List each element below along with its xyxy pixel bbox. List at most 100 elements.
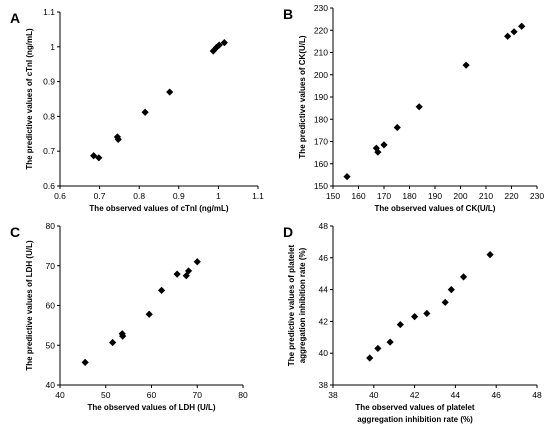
- x-tick-label: 160: [351, 191, 365, 201]
- x-axis-label: The observed values of platelet: [355, 403, 474, 412]
- y-tick-label: 40: [319, 348, 329, 358]
- y-axis-label: aggregation inhibition rate (%): [298, 247, 307, 363]
- data-point: [193, 258, 201, 266]
- x-axis-label: The observed values of cTnI (ng/mL): [89, 204, 228, 213]
- data-point: [95, 154, 103, 162]
- y-tick-label: 150: [314, 181, 328, 191]
- x-tick-label: 60: [147, 390, 157, 400]
- y-axis-label: The predictive values of LDH (U/L): [25, 240, 34, 371]
- data-point: [411, 313, 419, 321]
- y-tick-label: 44: [319, 285, 329, 295]
- data-point: [220, 39, 228, 47]
- data-point: [173, 270, 181, 278]
- y-tick-label: 0.6: [43, 181, 55, 191]
- data-point: [114, 135, 122, 143]
- data-point: [386, 338, 394, 346]
- x-tick-label: 50: [101, 390, 111, 400]
- data-point: [415, 103, 423, 111]
- y-tick-label: 180: [314, 114, 328, 124]
- panel-a: A 0.6 0.7 0.8 0.9 1 1.1 0.6 0.7 0.8 0.9 1 1.1 The obs…: [10, 7, 264, 213]
- y-tick-label: 0.9: [43, 77, 55, 87]
- x-tick-label: 46: [491, 390, 501, 400]
- data-point: [504, 32, 512, 40]
- data-point: [166, 88, 174, 96]
- x-tick-label: 0.6: [54, 191, 66, 201]
- y-tick-label: 60: [46, 301, 56, 311]
- x-axis-label: The observed values of LDH (U/L): [87, 403, 215, 412]
- panel-letter: B: [283, 6, 293, 22]
- data-point: [145, 310, 153, 318]
- y-tick-label: 0.8: [43, 111, 55, 121]
- y-tick-label: 1.1: [43, 7, 55, 17]
- data-point: [81, 358, 89, 366]
- x-tick-label: 220: [504, 191, 518, 201]
- x-tick-label: 1.1: [252, 191, 264, 201]
- panel-letter: D: [283, 224, 293, 240]
- data-point: [141, 108, 149, 116]
- data-point: [423, 309, 431, 318]
- y-tick-label: 200: [314, 70, 328, 80]
- x-tick-label: 38: [328, 390, 338, 400]
- x-axis-label: aggregation inhibition rate (%): [357, 415, 473, 424]
- panel-letter: A: [10, 10, 20, 26]
- y-tick-label: 190: [314, 92, 328, 102]
- data-point: [518, 22, 526, 30]
- x-tick-label: 170: [377, 191, 391, 201]
- panel-letter: C: [10, 224, 20, 240]
- data-point: [372, 144, 380, 152]
- x-tick-label: 0.7: [94, 191, 106, 201]
- data-point: [374, 344, 382, 353]
- data-point: [119, 332, 127, 340]
- x-tick-label: 190: [428, 191, 442, 201]
- data-point: [90, 152, 98, 160]
- data-point: [393, 123, 401, 132]
- data-point: [215, 41, 223, 49]
- y-tick-label: 170: [314, 137, 328, 147]
- y-tick-label: 46: [319, 253, 329, 263]
- y-tick-label: 48: [319, 221, 329, 231]
- x-axis-label: The observed values of CK(U/L): [375, 204, 496, 213]
- y-tick-label: 40: [46, 380, 56, 390]
- data-point: [380, 141, 388, 149]
- panel-c: C 40 50 60 70 80 40 50 60 70 80 The observed values…: [10, 221, 248, 412]
- x-tick-label: 40: [55, 390, 65, 400]
- panel-d: D 38 40 42 44 46 48 38 40 42 44 46 48 The observed va…: [283, 221, 542, 424]
- y-axis-label: The predictive values of CK(U/L): [298, 35, 307, 158]
- x-tick-label: 210: [479, 191, 493, 201]
- data-point: [486, 251, 494, 259]
- x-tick-label: 230: [530, 191, 544, 201]
- x-tick-label: 70: [193, 390, 203, 400]
- data-point: [109, 338, 117, 347]
- data-point: [343, 173, 351, 181]
- data-point: [459, 273, 468, 281]
- x-tick-label: 1: [216, 191, 221, 201]
- y-tick-label: 50: [46, 340, 56, 350]
- data-point: [157, 286, 166, 294]
- data-point: [396, 320, 404, 329]
- data-point: [184, 267, 193, 275]
- data-point: [374, 148, 382, 156]
- x-tick-label: 40: [369, 390, 379, 400]
- x-tick-label: 180: [402, 191, 416, 201]
- x-tick-label: 42: [410, 390, 420, 400]
- x-tick-label: 44: [451, 390, 461, 400]
- y-axis-label: The predictive values of cTnI (ng/mL): [25, 28, 34, 170]
- data-point: [209, 47, 217, 55]
- x-tick-label: 150: [326, 191, 340, 201]
- y-tick-label: 42: [319, 316, 329, 326]
- data-point: [510, 28, 518, 36]
- y-tick-label: 230: [314, 3, 328, 13]
- y-tick-label: 0.7: [43, 146, 55, 156]
- y-tick-label: 220: [314, 25, 328, 35]
- x-tick-label: 200: [453, 191, 467, 201]
- x-tick-label: 0.8: [133, 191, 145, 201]
- x-tick-label: 80: [238, 390, 248, 400]
- data-point: [366, 354, 374, 362]
- y-tick-label: 210: [314, 48, 328, 58]
- data-point: [441, 298, 449, 306]
- data-point: [462, 61, 470, 69]
- y-axis-label: The predictive values of platelet: [287, 244, 296, 366]
- y-tick-label: 70: [46, 261, 56, 271]
- data-point: [447, 286, 455, 294]
